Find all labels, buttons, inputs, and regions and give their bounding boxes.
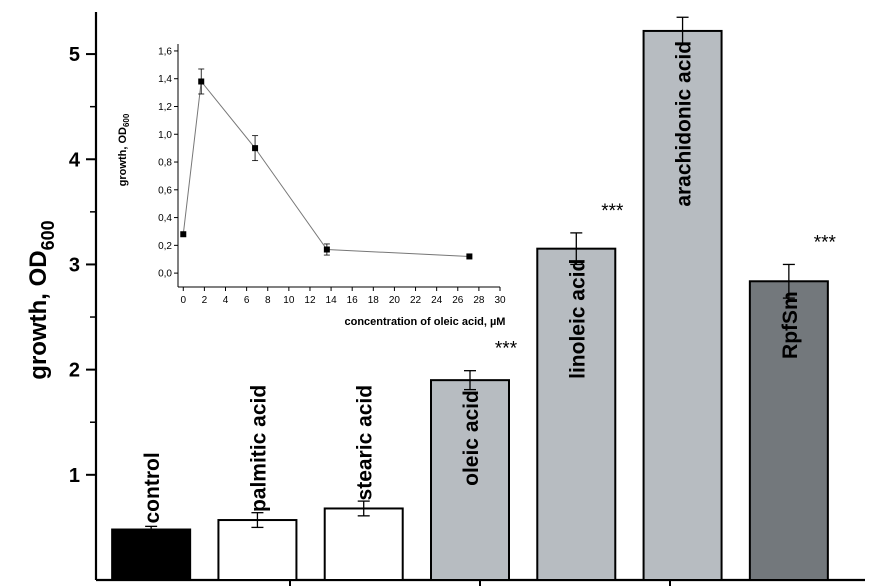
bar-rect [642,29,723,581]
bar-stearic-acid: stearic acid [323,385,404,581]
inset-x-tick-label: 14 [326,295,338,306]
inset-x-tick-label: 10 [283,295,295,306]
main-y-axis-label: growth, OD600 [25,220,58,379]
bar-rect [217,519,298,581]
main-y-tick-label: 5 [69,44,80,66]
bar-rect [748,280,829,581]
bar-linoleic-acid: *** linoleic acid [536,201,624,582]
significance-marker: *** [707,0,730,6]
inset-line-chart: 0,00,20,40,60,81,01,21,41,6 0 2 4 6 8 10 12 14 1… [117,44,506,328]
bar-rect [323,507,404,581]
main-y-tick-label: 4 [69,149,81,171]
bar-label: oleic acid [460,390,483,486]
inset-y-axis-label: growth, OD600 [117,113,131,186]
inset-y-tick-label: 1,6 [158,46,172,57]
inset-x-tick-label: 0 [180,295,186,306]
inset-x-tick-label: 16 [347,295,359,306]
inset-x-tick-label: 26 [452,295,464,306]
bar-oleic-acid: *** oleic acid [430,339,518,582]
bar-rect [430,379,510,582]
significance-marker: *** [495,339,518,360]
inset-x-tick-label: 22 [410,295,422,306]
main-y-tick-label: 3 [69,254,80,276]
inset-x-tick-label: 2 [202,295,208,306]
inset-background [178,44,500,274]
bar-rect [111,528,192,581]
inset-data-point [198,78,205,85]
inset-x-tick-label: 28 [473,295,485,306]
inset-x-tick-label: 12 [304,295,316,306]
inset-y-tick-label: 1,2 [158,102,172,113]
inset-y-tick-label: 0,2 [158,241,172,252]
inset-data-point [323,246,330,253]
significance-marker: *** [814,232,837,253]
inset-x-tick-label: 24 [431,295,443,306]
inset-data-point [252,145,259,152]
main-y-tick-label: 2 [69,360,80,382]
inset-data-point [180,231,187,238]
inset-y-tick-label: 0,8 [158,158,172,169]
bar-label: stearic acid [354,385,377,501]
inset-x-tick-label: 8 [265,295,271,306]
bar-label: arachidonic acid [673,41,696,207]
bar-RpfSm: *** RpfSm [748,232,837,581]
bar-arachidonic-acid: *** arachidonic acid [642,0,730,581]
inset-data-point [466,253,473,260]
inset-y-tick-label: 0,0 [158,269,172,280]
inset-x-tick-label: 20 [389,295,401,306]
inset-y-tick-label: 0,4 [158,213,172,224]
inset-x-axis-label: concentration of oleic acid, µM [345,316,506,328]
inset-y-tick-label: 1,4 [158,74,172,85]
inset-y-tick-label: 1,0 [158,130,172,141]
bar-label: control [141,452,164,523]
inset-x-tick-label: 18 [368,295,380,306]
bar-rect [536,247,617,582]
significance-marker: *** [601,201,624,222]
bar-control: control [111,452,192,581]
bar-label: palmitic acid [247,385,270,512]
inset-x-tick-label: 4 [223,295,229,306]
bar-label: linoleic acid [566,259,589,379]
bar-label: RpfSm [779,291,802,359]
inset-x-tick-label: 30 [494,295,506,306]
inset-y-tick-label: 0,6 [158,185,172,196]
inset-x-tick-label: 6 [244,295,250,306]
bar-palmitic-acid: palmitic acid [217,385,298,581]
main-y-tick-label: 1 [69,465,80,487]
